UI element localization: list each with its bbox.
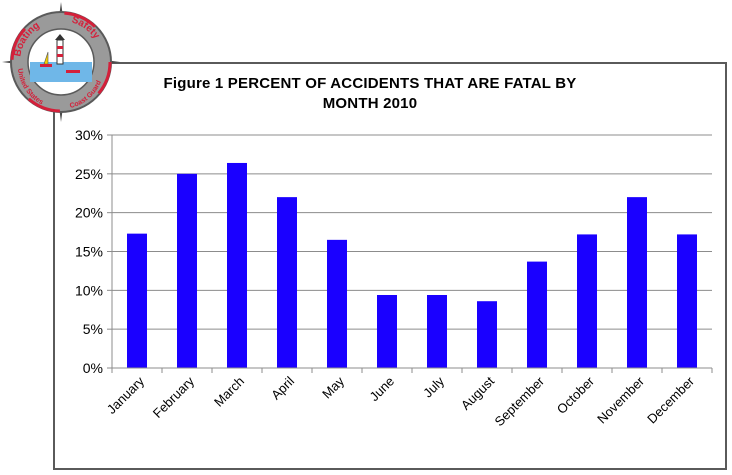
x-tick-label: July [420, 373, 447, 400]
x-tick-label: June [367, 374, 398, 405]
x-tick-label: December [644, 373, 697, 426]
x-tick-label: March [211, 374, 247, 410]
bar-august [477, 301, 497, 368]
bar-may [327, 239, 347, 368]
y-tick-labels: 0% 5% 10% 15% 20% 25% 30% [75, 127, 103, 376]
lighthouse-icon [56, 39, 64, 65]
y-tick-label: 0% [83, 360, 103, 376]
emblem-red-arcs [10, 11, 112, 113]
y-tick-label: 5% [83, 321, 103, 337]
x-tick-label: October [554, 373, 598, 417]
x-tick-label: January [104, 373, 148, 417]
bars [127, 162, 697, 368]
bar-july [427, 294, 447, 368]
x-tick-labels: January February March April May June July Augu… [104, 373, 698, 429]
y-tick-label: 20% [75, 205, 103, 221]
x-tick-label: September [492, 373, 548, 429]
chart-title-line-2: MONTH 2010 [322, 95, 418, 112]
bar-april [277, 197, 297, 368]
y-tick-label: 30% [75, 127, 103, 143]
bar-february [177, 173, 197, 368]
bar-september [527, 261, 547, 368]
bar-march [227, 162, 247, 368]
bar-january [127, 233, 147, 368]
y-tick-label: 25% [75, 166, 103, 182]
x-tick-label: April [268, 373, 297, 402]
y-tick-label: 10% [75, 282, 103, 298]
x-tick-label: February [150, 373, 198, 421]
chart-frame [53, 62, 727, 470]
motorboat-icon [66, 70, 80, 73]
x-tick-label: August [458, 373, 497, 412]
bar-october [577, 234, 597, 368]
chart-title: Figure 1 PERCENT OF ACCIDENTS THAT ARE F… [120, 74, 620, 114]
bar-december [677, 234, 697, 368]
y-tick-label: 15% [75, 244, 103, 260]
x-tick-label: November [594, 373, 647, 426]
x-tick-label: May [319, 373, 347, 401]
bar-june [377, 294, 397, 368]
water-icon [30, 62, 92, 82]
boating-safety-emblem: Boating Safety United States Coast Guard [2, 2, 120, 122]
axes [107, 134, 713, 373]
gridlines [112, 134, 712, 330]
bar-november [627, 197, 647, 368]
chart-title-line-1: Figure 1 PERCENT OF ACCIDENTS THAT ARE F… [163, 75, 577, 92]
